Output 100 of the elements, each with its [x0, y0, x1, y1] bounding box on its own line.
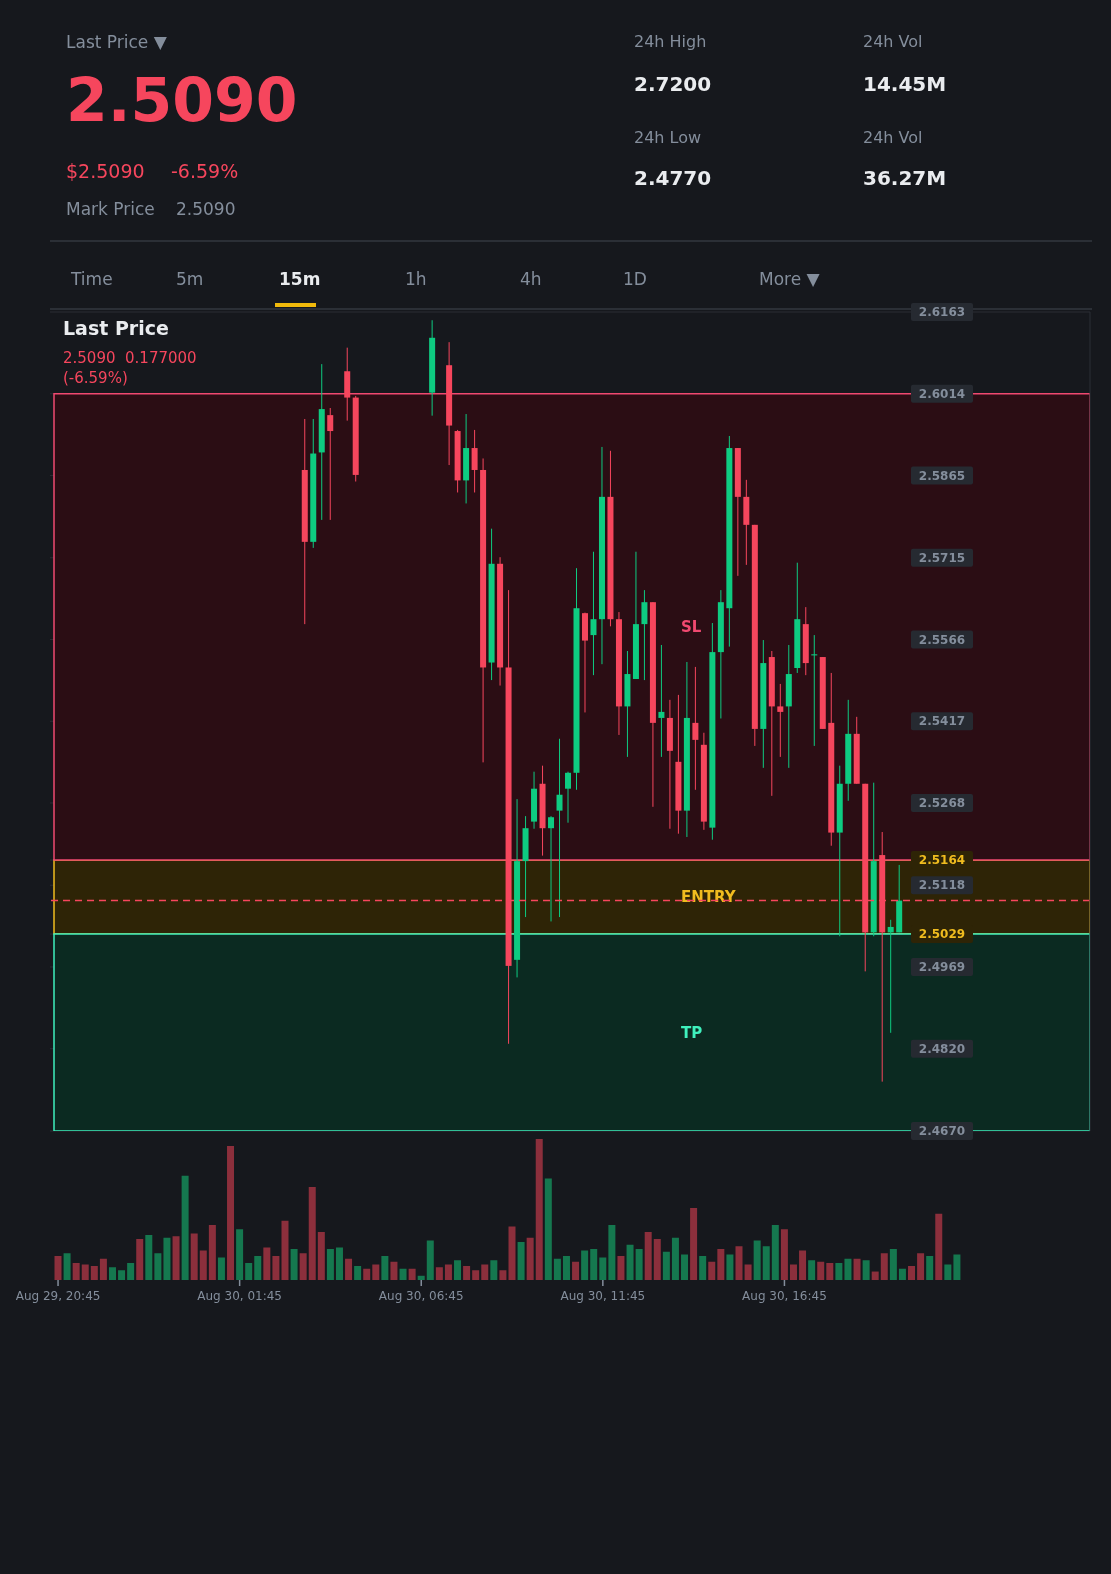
bar [671, 1237, 679, 1280]
bar [826, 1263, 834, 1280]
bar [417, 1275, 425, 1280]
bar [935, 1213, 943, 1280]
x-tick-label: Aug 30, 06:45 [378, 1289, 464, 1303]
y-tick-label: 2.4969 [918, 960, 966, 975]
bar [862, 1260, 870, 1280]
candlestick [327, 407, 334, 521]
bar [363, 1268, 371, 1280]
bar [780, 1229, 788, 1280]
band-label: TP [681, 1023, 703, 1042]
bar [871, 1271, 879, 1280]
bar [544, 1178, 552, 1280]
text: 2.4770 [634, 166, 712, 190]
bar [326, 1248, 334, 1280]
bar [535, 1139, 543, 1280]
text: 2.7200 [634, 72, 712, 96]
text: 2.5090 0.177000 (-6.59%) [63, 349, 198, 388]
text: -6.59% [171, 160, 239, 183]
bar [272, 1256, 280, 1280]
bar [726, 1254, 734, 1280]
bar [708, 1261, 716, 1280]
bar [308, 1186, 316, 1280]
text: 36.27M [863, 166, 947, 190]
candlestick [471, 429, 478, 493]
bar [581, 1250, 589, 1280]
y-tick-label: 2.6014 [918, 386, 966, 401]
bar [108, 1267, 116, 1280]
bar [463, 1265, 471, 1280]
bar [799, 1250, 807, 1280]
bar [853, 1258, 861, 1280]
bar [635, 1248, 643, 1280]
candlestick [565, 771, 572, 824]
text: Mark Price [66, 199, 155, 220]
bar [199, 1250, 207, 1280]
y-tick-label: 2.5164 [918, 853, 966, 868]
y-tick-label: 2.5715 [918, 550, 966, 565]
bar [118, 1270, 126, 1280]
bar [490, 1260, 498, 1280]
bar [435, 1267, 443, 1280]
bar [254, 1256, 262, 1280]
text: 14.45M [863, 72, 947, 96]
bar [590, 1248, 598, 1280]
bar [526, 1237, 534, 1280]
bar [163, 1237, 171, 1280]
bar [472, 1270, 480, 1280]
candlestick [887, 919, 894, 1034]
bar [889, 1248, 897, 1280]
bar [454, 1260, 462, 1280]
bar [99, 1258, 107, 1280]
bar [345, 1258, 353, 1280]
bar [753, 1240, 761, 1280]
bar [926, 1256, 934, 1280]
bar [372, 1264, 380, 1280]
bar [572, 1261, 580, 1280]
bar [227, 1146, 235, 1280]
bar [644, 1232, 652, 1280]
y-tick-label: 2.6163 [918, 305, 966, 320]
bar [762, 1246, 770, 1280]
bar [408, 1268, 416, 1280]
bar [190, 1233, 198, 1280]
bar [381, 1256, 389, 1280]
y-tick-label: 2.5268 [918, 796, 966, 811]
bar [608, 1225, 616, 1280]
text: 24h Vol [863, 32, 923, 52]
bar [136, 1239, 144, 1280]
bar [317, 1232, 325, 1280]
bar [617, 1256, 625, 1280]
bar [426, 1240, 434, 1280]
bar [236, 1229, 244, 1280]
candlestick [777, 683, 784, 758]
y-tick-label: 2.5118 [918, 878, 966, 893]
bar [717, 1248, 725, 1280]
bar [299, 1253, 307, 1280]
bar [626, 1244, 634, 1280]
bar [390, 1261, 398, 1280]
text: 1D [623, 269, 647, 290]
text: 15m [279, 269, 321, 290]
text: 24h High [634, 32, 707, 52]
bar [172, 1236, 180, 1280]
bar [808, 1260, 816, 1280]
bar [354, 1265, 362, 1280]
bar [835, 1263, 843, 1280]
bar [944, 1264, 952, 1280]
bar [953, 1254, 961, 1280]
bar [662, 1251, 670, 1280]
band-label: ENTRY [681, 888, 737, 907]
bar [771, 1225, 779, 1280]
text: Last Price ▼ [66, 32, 167, 53]
bar [499, 1270, 507, 1280]
x-tick-label: Aug 30, 16:45 [742, 1289, 827, 1303]
bar [817, 1261, 825, 1280]
bar [699, 1256, 707, 1280]
text: 2.5090 [176, 199, 236, 220]
text: 24h Low [634, 128, 702, 148]
chart-title: Last Price [63, 317, 169, 339]
bar [290, 1248, 298, 1280]
bar [154, 1253, 162, 1280]
bar [335, 1247, 343, 1280]
y-tick-label: 2.5029 [918, 927, 966, 942]
